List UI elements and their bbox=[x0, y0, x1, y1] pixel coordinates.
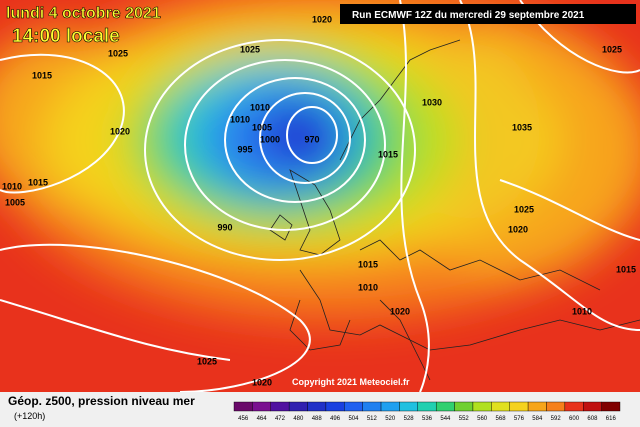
isobars bbox=[0, 0, 640, 392]
isobar-label: 995 bbox=[237, 144, 252, 154]
isobar-label: 1005 bbox=[5, 197, 25, 207]
isobar-label: 1015 bbox=[378, 149, 398, 159]
colorbar-swatch bbox=[509, 401, 529, 412]
colorbar-label: 464 bbox=[257, 416, 268, 422]
isobar-label: 1025 bbox=[197, 356, 217, 366]
colorbar-label: 496 bbox=[330, 416, 341, 422]
isobar-label: 990 bbox=[217, 222, 232, 232]
colorbar-label: 568 bbox=[496, 416, 507, 422]
time: 14:00 locale bbox=[12, 26, 120, 47]
footer-title: Géop. z500, pression niveau mer bbox=[8, 394, 195, 408]
run: Run ECMWF 12Z du mercredi 29 septembre 2… bbox=[352, 10, 585, 21]
isobar-label: 1010 bbox=[250, 102, 270, 112]
colorbar-swatch bbox=[583, 401, 602, 412]
colorbar-swatch bbox=[252, 401, 271, 412]
colorbar-swatch bbox=[288, 401, 308, 412]
colorbar-swatch bbox=[564, 401, 584, 412]
colorbar-label: 488 bbox=[312, 416, 323, 422]
run-box bbox=[340, 4, 636, 24]
colorbar-swatch bbox=[472, 401, 492, 412]
isobar-label: 1020 bbox=[110, 126, 130, 136]
colorbar-swatch bbox=[491, 401, 510, 412]
colorbar-swatch bbox=[527, 401, 547, 412]
isobar-label: 1030 bbox=[422, 97, 442, 107]
isobar-label: 1020 bbox=[252, 377, 272, 387]
colorbar-label: 528 bbox=[404, 416, 415, 422]
colorbar-label: 560 bbox=[477, 416, 488, 422]
colorbar-label: 600 bbox=[569, 416, 580, 422]
colorbar-swatch bbox=[435, 401, 455, 412]
isobar-label: 1010 bbox=[2, 181, 22, 191]
colorbar: 456 464 472 480 488 496 504 512 520 528 536 544 552 5… bbox=[233, 401, 621, 422]
isobar-label: 1015 bbox=[616, 264, 636, 274]
colorbar-label: 576 bbox=[514, 416, 525, 422]
colorbar-swatch bbox=[344, 401, 363, 412]
colorbar-label: 592 bbox=[551, 416, 562, 422]
isobar-label: 1020 bbox=[312, 14, 332, 24]
colorbar-swatch bbox=[399, 401, 419, 412]
colorbar-label: 520 bbox=[385, 416, 396, 422]
isobar-label: 1020 bbox=[508, 224, 528, 234]
colorbar-label: 504 bbox=[348, 416, 359, 422]
copyright: Copyright 2021 Meteociel.fr bbox=[292, 377, 410, 387]
colorbar-swatch bbox=[417, 401, 437, 412]
isobar-label: 1015 bbox=[358, 259, 378, 269]
date: lundi 4 octobre 2021 bbox=[6, 5, 161, 22]
isobar-label: 1000 bbox=[260, 134, 280, 144]
colorbar-label: 456 bbox=[238, 416, 249, 422]
colorbar-label: 608 bbox=[587, 416, 598, 422]
colorbar-swatch bbox=[380, 401, 400, 412]
colorbar-label: 584 bbox=[532, 416, 543, 422]
isobar-label: 1015 bbox=[32, 70, 52, 80]
colorbar-swatch bbox=[546, 401, 566, 412]
colorbar-label: 480 bbox=[293, 416, 304, 422]
colorbar-label: 512 bbox=[367, 416, 378, 422]
isobar-label: 1035 bbox=[512, 122, 532, 132]
isobar-label: 1025 bbox=[108, 48, 128, 58]
colorbar-swatch bbox=[454, 401, 474, 412]
isobar-label: 1025 bbox=[514, 204, 534, 214]
isobar-label: 1010 bbox=[230, 114, 250, 124]
colorbar-label: 552 bbox=[459, 416, 470, 422]
colorbar-swatch bbox=[307, 401, 327, 412]
isobar-label: 1010 bbox=[358, 282, 378, 292]
isobar-label: 1025 bbox=[602, 44, 622, 54]
isobar-label: 970 bbox=[304, 134, 319, 144]
colorbar-label: 544 bbox=[440, 416, 451, 422]
colorbar-swatch bbox=[362, 401, 382, 412]
lead-time: (+120h) bbox=[14, 411, 45, 421]
colorbar-label: 472 bbox=[275, 416, 286, 422]
isobar-label: 1005 bbox=[252, 122, 272, 132]
colorbar-label: 616 bbox=[606, 416, 617, 422]
colorbar-swatch bbox=[233, 401, 253, 412]
isobar-label: 1025 bbox=[240, 44, 260, 54]
colorbar-swatch bbox=[601, 401, 621, 412]
isobar-label: 1015 bbox=[28, 177, 48, 187]
colorbar-swatch bbox=[325, 401, 345, 412]
colorbar-label: 536 bbox=[422, 416, 433, 422]
isobar-label: 1010 bbox=[572, 306, 592, 316]
isobar-label: 1020 bbox=[390, 306, 410, 316]
colorbar-swatch bbox=[270, 401, 290, 412]
